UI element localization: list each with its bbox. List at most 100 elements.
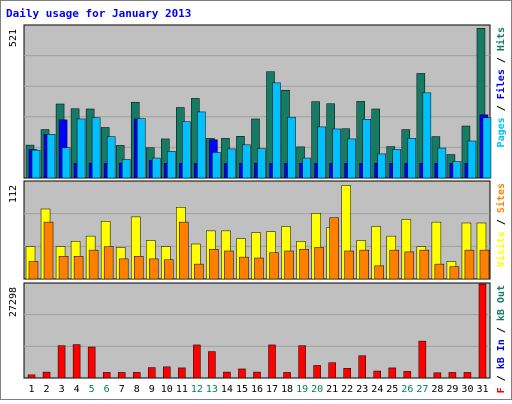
bar-sites-day-26 bbox=[404, 251, 415, 280]
bar-sites-day-4 bbox=[73, 256, 84, 280]
bar-pages-day-26 bbox=[407, 138, 417, 179]
bar-sites-day-16 bbox=[254, 257, 264, 280]
bar-kb-f-day-4 bbox=[72, 344, 81, 379]
series-label-part: / bbox=[496, 369, 507, 387]
bar-sites-day-2 bbox=[43, 221, 54, 280]
bar-sites-day-30 bbox=[464, 249, 475, 280]
bar-kb-f-day-28 bbox=[433, 372, 442, 379]
x-tick-label-day-25: 25 bbox=[386, 384, 398, 395]
bar-sites-day-3 bbox=[58, 256, 69, 280]
bar-pages-day-10 bbox=[167, 151, 176, 179]
bar-pages-day-20 bbox=[317, 126, 326, 179]
x-tick-label-day-20: 20 bbox=[311, 384, 323, 395]
panel-kbf-kbin-kbout-background bbox=[23, 282, 491, 379]
x-tick-label-day-21: 21 bbox=[326, 384, 338, 395]
bar-sites-day-29 bbox=[449, 266, 460, 280]
x-tick-label-day-4: 4 bbox=[74, 384, 80, 395]
bar-sites-day-9 bbox=[149, 258, 159, 280]
bar-kb-f-day-15 bbox=[238, 368, 246, 379]
x-tick-label-day-14: 14 bbox=[221, 384, 233, 395]
bar-kb-f-day-10 bbox=[163, 366, 171, 379]
series-label-part: kB In bbox=[496, 339, 507, 369]
bar-sites-day-17 bbox=[269, 252, 279, 280]
bar-sites-day-23 bbox=[359, 249, 369, 280]
bar-pages-day-19 bbox=[302, 157, 311, 179]
bar-pages-day-8 bbox=[136, 118, 146, 179]
bar-sites-day-27 bbox=[419, 249, 430, 280]
x-tick-label-day-5: 5 bbox=[89, 384, 95, 395]
bar-pages-day-31 bbox=[482, 117, 492, 179]
bar-pages-day-24 bbox=[377, 153, 386, 179]
bar-sites-day-12 bbox=[194, 263, 204, 280]
series-label-part: Sites bbox=[495, 183, 507, 213]
bar-sites-day-13 bbox=[209, 249, 219, 280]
series-label-part: / bbox=[496, 51, 507, 69]
bar-sites-day-28 bbox=[434, 263, 445, 280]
x-tick-label-day-13: 13 bbox=[206, 384, 218, 395]
bar-kb-f-day-30 bbox=[463, 372, 472, 379]
bar-kb-f-day-11 bbox=[178, 367, 186, 379]
series-label-part: Pages bbox=[496, 117, 507, 147]
bar-kb-f-day-3 bbox=[57, 345, 66, 379]
bar-pages-day-16 bbox=[257, 148, 266, 179]
bar-kb-f-day-24 bbox=[373, 370, 382, 379]
bar-sites-day-18 bbox=[284, 250, 294, 280]
bar-sites-day-10 bbox=[164, 259, 174, 280]
bar-kb-f-day-27 bbox=[418, 340, 427, 379]
bar-kb-f-day-31 bbox=[478, 283, 487, 379]
bar-kb-f-day-5 bbox=[87, 346, 96, 379]
panel-visits-sites-max-label: 112 bbox=[8, 185, 19, 203]
bar-kb-f-day-14 bbox=[223, 371, 231, 379]
x-tick-label-day-2: 2 bbox=[44, 384, 50, 395]
panel-kbf-kbin-kbout-max-label: 27298 bbox=[8, 287, 19, 317]
bar-pages-day-28 bbox=[437, 147, 447, 179]
bar-sites-day-1 bbox=[28, 261, 39, 280]
bar-kb-f-day-18 bbox=[283, 372, 291, 379]
bar-sites-day-11 bbox=[179, 221, 189, 280]
x-tick-label-day-26: 26 bbox=[401, 384, 413, 395]
x-tick-label-day-27: 27 bbox=[416, 384, 428, 395]
bar-kb-f-day-19 bbox=[298, 345, 306, 379]
x-tick-label-day-8: 8 bbox=[134, 384, 140, 395]
bar-kb-f-day-6 bbox=[102, 372, 111, 379]
bar-sites-day-14 bbox=[224, 250, 234, 280]
bar-pages-day-1 bbox=[31, 149, 41, 179]
series-label-part: kB Out bbox=[496, 285, 507, 321]
bar-pages-day-30 bbox=[467, 140, 477, 179]
panel-visits-sites-series-label: Visits / Sites bbox=[495, 183, 507, 267]
series-label-part: Hits bbox=[495, 27, 507, 51]
bar-sites-day-7 bbox=[118, 258, 129, 280]
bar-pages-day-6 bbox=[106, 136, 116, 179]
x-tick-label-day-22: 22 bbox=[341, 384, 353, 395]
bar-kb-f-day-9 bbox=[148, 367, 156, 379]
series-label-part: Visits bbox=[495, 231, 507, 267]
series-label-part: Files bbox=[495, 69, 507, 99]
bar-kb-f-day-13 bbox=[208, 351, 216, 379]
bar-kb-f-day-22 bbox=[343, 368, 351, 379]
bar-pages-day-2 bbox=[46, 133, 56, 179]
x-tick-label-day-29: 29 bbox=[446, 384, 458, 395]
x-tick-label-day-17: 17 bbox=[266, 384, 278, 395]
panel-pages-files-hits-series-label: Pages / Files / Hits bbox=[495, 27, 507, 147]
x-tick-label-day-11: 11 bbox=[176, 384, 188, 395]
bar-sites-day-24 bbox=[374, 265, 384, 280]
bar-kb-f-day-16 bbox=[253, 371, 261, 379]
bar-sites-day-25 bbox=[389, 249, 400, 280]
bar-sites-day-22 bbox=[344, 250, 354, 280]
bar-pages-day-21 bbox=[332, 128, 341, 179]
bar-pages-day-7 bbox=[121, 159, 131, 179]
bar-pages-day-15 bbox=[242, 144, 251, 179]
x-tick-label-day-24: 24 bbox=[371, 384, 383, 395]
x-tick-label-day-31: 31 bbox=[476, 384, 488, 395]
series-label-part: kB F bbox=[496, 387, 507, 400]
panel-pages-files-hits-max-label: 521 bbox=[8, 29, 19, 47]
bar-sites-day-5 bbox=[88, 249, 99, 280]
bar-kb-f-day-17 bbox=[268, 344, 276, 379]
bar-kb-f-day-1 bbox=[27, 374, 36, 379]
bar-sites-day-6 bbox=[103, 246, 114, 280]
x-tick-label-day-18: 18 bbox=[281, 384, 293, 395]
bar-pages-day-9 bbox=[152, 157, 161, 179]
bar-pages-day-17 bbox=[272, 82, 281, 179]
